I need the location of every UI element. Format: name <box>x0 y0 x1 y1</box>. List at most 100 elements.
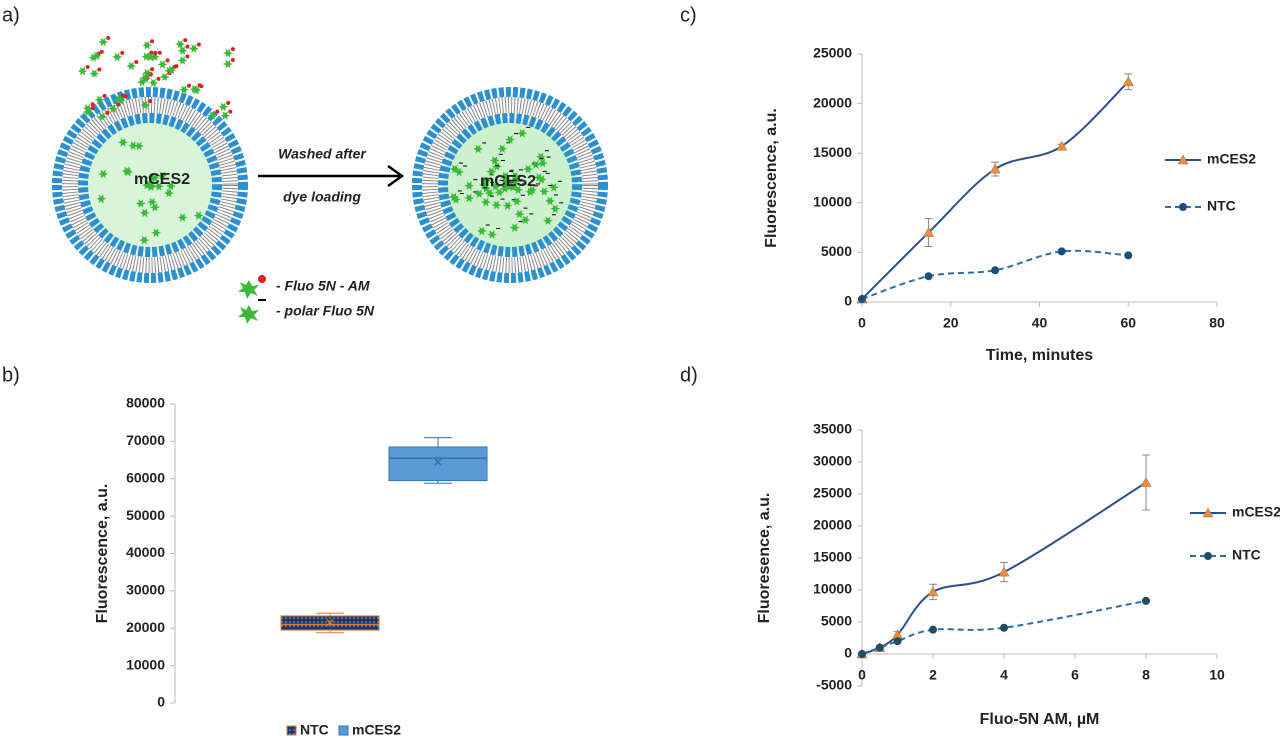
dye <box>153 182 164 191</box>
panel-label: c) <box>680 4 697 26</box>
dye-ester <box>116 102 121 107</box>
y-tick-label: 0 <box>844 645 852 661</box>
marker <box>1124 251 1133 260</box>
dye-ester <box>106 36 111 41</box>
marker <box>1140 476 1152 487</box>
y-tick-label: 10000 <box>813 581 852 597</box>
y-tick-label: 60000 <box>126 469 165 485</box>
dye-ester <box>165 58 170 63</box>
marker <box>923 227 934 237</box>
x-tick-label: 4 <box>1000 667 1008 683</box>
dye <box>489 156 500 165</box>
arrow-label: dye loading <box>283 189 361 205</box>
dye <box>164 188 174 198</box>
mean-marker <box>434 458 442 466</box>
dye <box>222 59 233 69</box>
dye <box>527 185 537 195</box>
vesicle-label: mCES2 <box>134 171 190 188</box>
dye-ester <box>153 50 158 55</box>
dye <box>539 187 550 196</box>
marker <box>998 566 1010 577</box>
dye <box>98 37 109 47</box>
dye <box>137 77 148 87</box>
x-axis-label: Fluo-5N AM, µM <box>980 711 1100 728</box>
y-tick-label: 40000 <box>126 544 165 560</box>
y-tick-label: 30000 <box>126 582 165 598</box>
dye-ester <box>90 102 95 107</box>
dye <box>480 197 491 207</box>
dye <box>222 48 233 58</box>
x-tick-label: 40 <box>1032 315 1048 331</box>
legend-label: mCES2 <box>1207 151 1256 167</box>
dye <box>177 213 188 222</box>
y-tick-label: 10000 <box>813 194 852 210</box>
dye <box>530 160 541 169</box>
dye <box>479 180 490 189</box>
dye-ester <box>185 44 190 49</box>
dye <box>134 141 145 151</box>
y-tick-label: -5000 <box>816 677 852 693</box>
dye <box>140 73 151 82</box>
dye <box>139 235 150 245</box>
dye-ester <box>150 67 155 72</box>
y-tick-label: 15000 <box>813 144 852 160</box>
marker <box>1056 140 1068 151</box>
dye <box>126 61 137 71</box>
panel-label: d) <box>680 364 698 386</box>
dye <box>166 65 177 75</box>
legend-marker <box>1179 203 1187 211</box>
dye <box>537 158 548 168</box>
dye <box>502 201 513 210</box>
dye <box>464 181 475 190</box>
marker <box>875 643 884 652</box>
dye <box>179 85 189 95</box>
dye <box>476 226 487 236</box>
legend-label: NTC <box>1207 198 1236 214</box>
marker <box>989 163 1001 174</box>
y-tick-label: 70000 <box>126 432 165 448</box>
legend-label: NTC <box>300 722 329 738</box>
legend-icon <box>238 299 266 324</box>
dye-ester <box>174 64 179 69</box>
dye <box>177 56 188 65</box>
dye <box>510 171 520 181</box>
dye <box>140 100 151 110</box>
dye-ester <box>230 57 235 62</box>
dye <box>135 199 146 208</box>
dye <box>147 173 157 182</box>
dye <box>77 66 88 76</box>
dye-ester <box>97 67 102 72</box>
dye-ester <box>183 38 188 43</box>
dye <box>115 96 126 105</box>
dye <box>511 196 522 206</box>
y-tick-label: 50000 <box>126 507 165 523</box>
dye <box>486 167 497 176</box>
y-axis-label: Fluorescence, a.u. <box>763 108 780 248</box>
vesicle-label: mCES2 <box>480 173 536 190</box>
dye <box>218 102 229 112</box>
dye <box>509 177 520 186</box>
dye <box>473 144 484 154</box>
dye-ester <box>121 93 126 98</box>
dye <box>497 144 508 154</box>
dye-ester <box>197 83 202 88</box>
x-tick-label: 80 <box>1209 315 1225 331</box>
dye <box>448 192 459 202</box>
dye <box>88 53 99 62</box>
panel-label: a) <box>2 4 20 26</box>
x-tick-label: 8 <box>1142 667 1150 683</box>
y-tick-label: 20000 <box>126 619 165 635</box>
legend-icon <box>238 275 266 299</box>
dye <box>508 182 519 192</box>
dye <box>503 181 514 191</box>
dye <box>175 39 186 49</box>
dye <box>113 95 124 104</box>
x-tick-label: 0 <box>858 667 866 683</box>
dye <box>220 111 231 120</box>
dye <box>500 171 511 181</box>
marker <box>991 266 1000 275</box>
dye <box>128 141 139 150</box>
legend-swatch <box>286 725 297 736</box>
dye <box>150 202 160 212</box>
dye <box>121 166 132 176</box>
